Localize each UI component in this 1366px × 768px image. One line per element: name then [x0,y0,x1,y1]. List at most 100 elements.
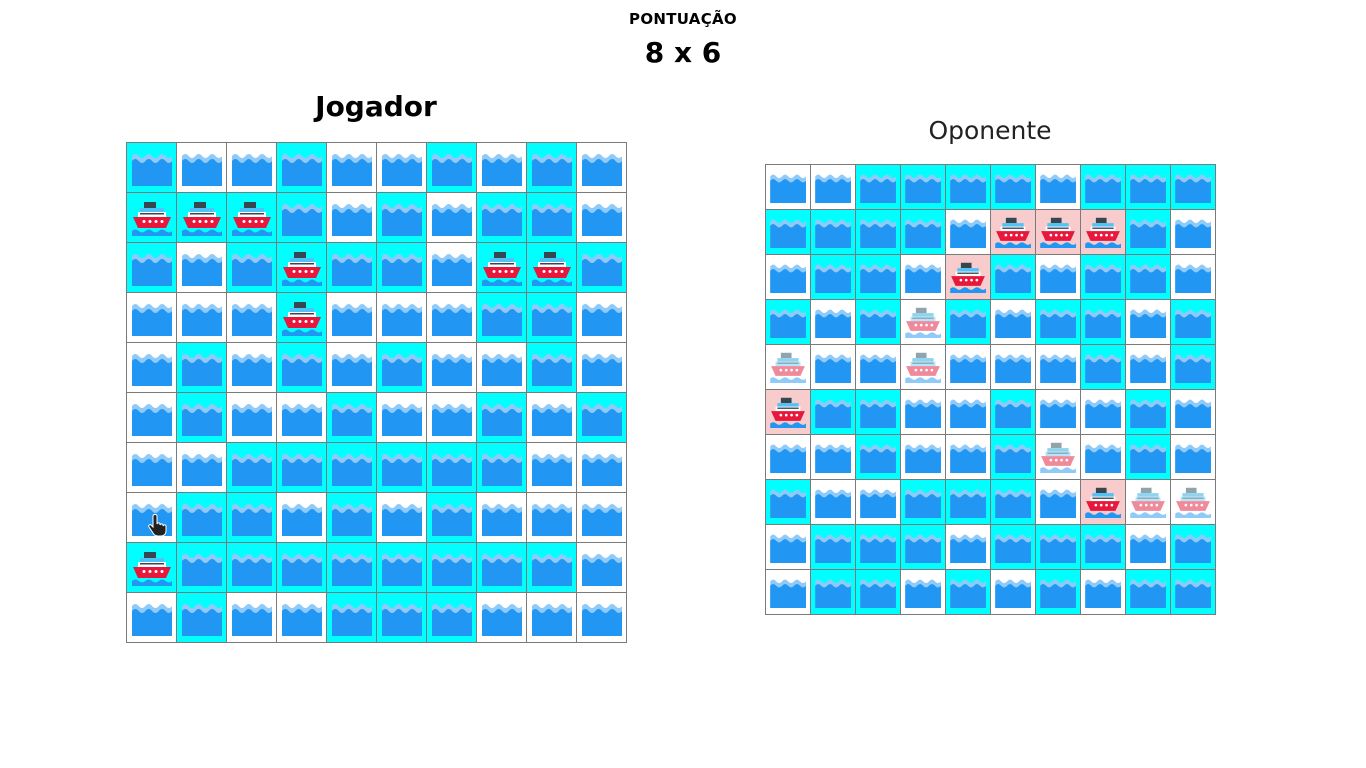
player-cell-7-2[interactable] [227,493,277,543]
opponent-cell-2-5[interactable] [991,255,1036,300]
player-cell-4-2[interactable] [227,343,277,393]
player-cell-7-0[interactable] [127,493,177,543]
player-cell-6-8[interactable] [527,443,577,493]
player-cell-4-5[interactable] [377,343,427,393]
player-cell-3-8[interactable] [527,293,577,343]
player-cell-1-5[interactable] [377,193,427,243]
player-cell-9-9[interactable] [577,593,627,643]
player-cell-6-3[interactable] [277,443,327,493]
player-cell-7-1[interactable] [177,493,227,543]
opponent-cell-4-9[interactable] [1171,345,1216,390]
opponent-cell-7-4[interactable] [946,480,991,525]
player-cell-7-4[interactable] [327,493,377,543]
player-cell-6-9[interactable] [577,443,627,493]
opponent-cell-1-7[interactable] [1081,210,1126,255]
opponent-cell-6-7[interactable] [1081,435,1126,480]
player-cell-5-6[interactable] [427,393,477,443]
player-cell-9-5[interactable] [377,593,427,643]
player-cell-8-3[interactable] [277,543,327,593]
player-cell-5-2[interactable] [227,393,277,443]
opponent-cell-1-3[interactable] [901,210,946,255]
opponent-cell-3-2[interactable] [856,300,901,345]
player-cell-2-9[interactable] [577,243,627,293]
opponent-cell-3-0[interactable] [766,300,811,345]
opponent-cell-7-8[interactable] [1126,480,1171,525]
opponent-cell-5-9[interactable] [1171,390,1216,435]
opponent-cell-8-1[interactable] [811,525,856,570]
opponent-cell-6-0[interactable] [766,435,811,480]
player-cell-2-7[interactable] [477,243,527,293]
player-cell-5-0[interactable] [127,393,177,443]
player-cell-8-6[interactable] [427,543,477,593]
opponent-cell-6-3[interactable] [901,435,946,480]
player-cell-4-6[interactable] [427,343,477,393]
player-cell-5-1[interactable] [177,393,227,443]
opponent-cell-0-9[interactable] [1171,165,1216,210]
player-cell-8-2[interactable] [227,543,277,593]
opponent-cell-6-8[interactable] [1126,435,1171,480]
player-cell-2-5[interactable] [377,243,427,293]
opponent-cell-0-7[interactable] [1081,165,1126,210]
player-cell-5-8[interactable] [527,393,577,443]
opponent-cell-3-8[interactable] [1126,300,1171,345]
player-cell-2-0[interactable] [127,243,177,293]
player-cell-3-4[interactable] [327,293,377,343]
player-cell-7-6[interactable] [427,493,477,543]
opponent-cell-8-2[interactable] [856,525,901,570]
player-cell-0-9[interactable] [577,143,627,193]
opponent-cell-8-9[interactable] [1171,525,1216,570]
player-cell-6-1[interactable] [177,443,227,493]
player-cell-2-8[interactable] [527,243,577,293]
opponent-cell-4-7[interactable] [1081,345,1126,390]
player-cell-0-1[interactable] [177,143,227,193]
player-cell-0-5[interactable] [377,143,427,193]
opponent-cell-5-1[interactable] [811,390,856,435]
opponent-cell-7-5[interactable] [991,480,1036,525]
player-cell-9-3[interactable] [277,593,327,643]
player-cell-9-2[interactable] [227,593,277,643]
player-cell-1-6[interactable] [427,193,477,243]
player-cell-1-2[interactable] [227,193,277,243]
opponent-cell-5-6[interactable] [1036,390,1081,435]
player-cell-5-7[interactable] [477,393,527,443]
player-cell-2-2[interactable] [227,243,277,293]
player-cell-1-8[interactable] [527,193,577,243]
player-cell-0-4[interactable] [327,143,377,193]
player-cell-5-5[interactable] [377,393,427,443]
opponent-cell-9-7[interactable] [1081,570,1126,615]
opponent-cell-1-4[interactable] [946,210,991,255]
opponent-cell-8-8[interactable] [1126,525,1171,570]
player-cell-1-0[interactable] [127,193,177,243]
player-cell-5-9[interactable] [577,393,627,443]
opponent-cell-6-4[interactable] [946,435,991,480]
opponent-cell-0-3[interactable] [901,165,946,210]
opponent-cell-3-4[interactable] [946,300,991,345]
opponent-cell-3-9[interactable] [1171,300,1216,345]
opponent-cell-5-3[interactable] [901,390,946,435]
player-cell-0-0[interactable] [127,143,177,193]
player-cell-0-2[interactable] [227,143,277,193]
player-cell-6-2[interactable] [227,443,277,493]
opponent-cell-5-5[interactable] [991,390,1036,435]
opponent-cell-9-6[interactable] [1036,570,1081,615]
opponent-cell-3-5[interactable] [991,300,1036,345]
player-cell-9-6[interactable] [427,593,477,643]
opponent-cell-2-8[interactable] [1126,255,1171,300]
player-cell-0-8[interactable] [527,143,577,193]
player-cell-7-5[interactable] [377,493,427,543]
opponent-cell-1-6[interactable] [1036,210,1081,255]
opponent-cell-6-6[interactable] [1036,435,1081,480]
opponent-cell-6-5[interactable] [991,435,1036,480]
player-cell-8-5[interactable] [377,543,427,593]
opponent-cell-8-5[interactable] [991,525,1036,570]
opponent-cell-3-3[interactable] [901,300,946,345]
opponent-cell-5-0[interactable] [766,390,811,435]
opponent-cell-2-4[interactable] [946,255,991,300]
opponent-cell-9-3[interactable] [901,570,946,615]
opponent-cell-2-7[interactable] [1081,255,1126,300]
opponent-cell-0-6[interactable] [1036,165,1081,210]
opponent-cell-8-3[interactable] [901,525,946,570]
player-cell-8-1[interactable] [177,543,227,593]
opponent-cell-1-8[interactable] [1126,210,1171,255]
player-cell-9-7[interactable] [477,593,527,643]
